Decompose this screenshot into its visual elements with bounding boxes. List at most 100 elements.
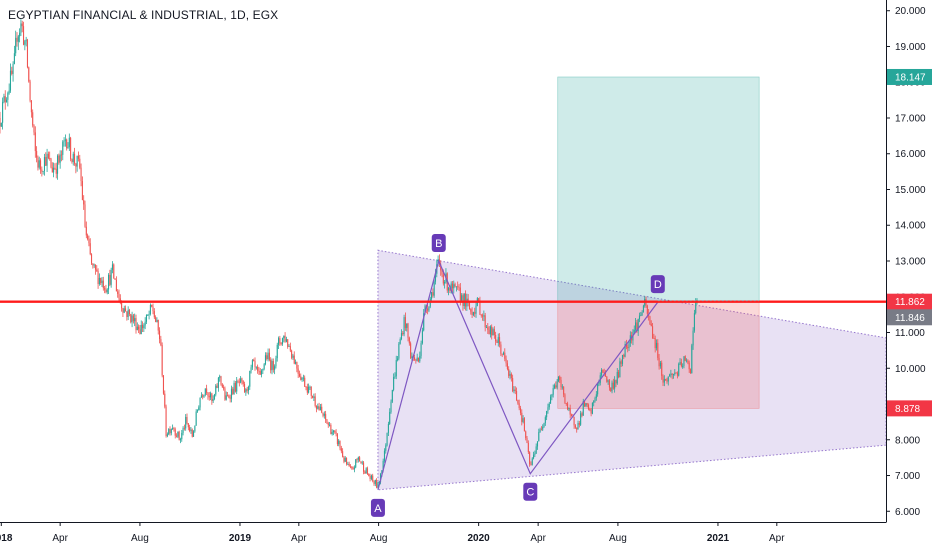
candle-body-7 (8, 90, 10, 93)
candle-body-239 (312, 395, 314, 398)
candle-body-307 (400, 333, 403, 340)
candle-body-479 (625, 344, 627, 348)
candle-body-463 (604, 373, 607, 377)
candle-body-65 (84, 204, 86, 227)
candle-body-284 (370, 475, 372, 479)
candle-body-44 (56, 155, 59, 174)
candle-body-508 (663, 379, 665, 383)
candle-body-39 (50, 158, 52, 168)
candle-body-178 (232, 388, 234, 394)
candle-body-262 (342, 451, 344, 457)
candle-body-182 (237, 380, 239, 382)
candle-body-96 (124, 308, 127, 312)
candle-body-161 (209, 393, 212, 398)
candle-body-253 (330, 424, 332, 435)
candle-body-527 (688, 362, 690, 370)
candle-body-47 (60, 154, 63, 156)
candle-body-151 (196, 410, 199, 412)
candle-body-61 (79, 158, 81, 168)
candle-body-240 (313, 396, 315, 398)
candle-body-120 (156, 319, 158, 322)
candle-body-300 (391, 389, 393, 402)
candle-body-187 (243, 383, 246, 393)
candle-body-48 (62, 141, 64, 155)
candle-body-73 (94, 264, 97, 270)
candle-body-313 (408, 337, 410, 344)
candle-body-519 (678, 363, 680, 376)
candle-body-400 (522, 418, 524, 422)
candle-body-210 (274, 366, 276, 370)
candle-body-235 (306, 386, 308, 393)
candle-body-292 (381, 470, 383, 475)
candle-body-333 (434, 273, 437, 282)
pattern-label-c: C (523, 482, 538, 501)
candle-body-347 (453, 284, 455, 289)
candle-body-28 (36, 151, 38, 158)
candle-body-85 (110, 269, 112, 285)
candle-body-399 (521, 412, 523, 422)
candle-body-41 (53, 167, 55, 173)
candle-body-45 (58, 155, 60, 163)
y-tick-label-14: 20.000 (895, 6, 926, 17)
candle-body-348 (454, 284, 456, 287)
candle-body-229 (298, 373, 301, 377)
candle-body-416 (543, 423, 545, 427)
candle-body-188 (245, 389, 247, 393)
candle-body-286 (373, 481, 375, 484)
candle-body-414 (540, 429, 542, 431)
candle-body-132 (172, 427, 174, 430)
candle-body-417 (544, 417, 546, 424)
candle-body-405 (529, 452, 531, 465)
candle-body-204 (266, 355, 268, 360)
candle-body-325 (424, 305, 426, 314)
candle-body-305 (398, 343, 400, 359)
candle-body-428 (559, 376, 561, 380)
candle-body-441 (576, 427, 578, 430)
candle-body-283 (369, 476, 371, 479)
candle-body-130 (169, 428, 171, 434)
candle-body-298 (389, 411, 391, 424)
candle-body-1 (0, 122, 2, 127)
candle-body-109 (141, 324, 144, 329)
candle-body-168 (219, 376, 221, 378)
candle-body-121 (157, 319, 159, 331)
candle-body-382 (499, 337, 501, 345)
candle-body-352 (459, 287, 461, 302)
candle-body-314 (410, 343, 412, 358)
candle-body-364 (475, 305, 477, 314)
candle-body-251 (327, 423, 329, 426)
candle-body-318 (415, 359, 417, 361)
candle-body-467 (610, 387, 612, 392)
candle-body-264 (344, 457, 346, 462)
candle-body-97 (126, 311, 128, 317)
last-price-badge-bg (887, 309, 932, 326)
candle-body-192 (250, 367, 252, 371)
candle-body-23 (29, 81, 31, 101)
candle-body-380 (496, 341, 498, 343)
candle-body-25 (32, 112, 34, 126)
candle-body-429 (560, 379, 562, 388)
candle-body-72 (93, 264, 95, 266)
pattern-label-bg-a (370, 498, 385, 517)
candle-body-512 (669, 374, 671, 377)
candle-body-18 (22, 26, 25, 45)
candle-body-355 (463, 293, 465, 306)
candle-body-524 (684, 356, 686, 361)
candle-body-105 (136, 326, 138, 331)
y-tick-label-8: 14.000 (895, 221, 926, 232)
candle-body-241 (314, 396, 316, 406)
candle-body-518 (676, 372, 678, 376)
candle-body-256 (334, 430, 336, 433)
candle-body-353 (461, 295, 463, 302)
candle-body-495 (646, 305, 648, 314)
candle-body-216 (281, 338, 284, 345)
candle-body-269 (351, 467, 353, 469)
candle-body-320 (417, 357, 420, 362)
candle-body-52 (67, 147, 69, 149)
candle-body-274 (357, 457, 359, 460)
candle-body-510 (666, 380, 668, 382)
candle-body-427 (557, 376, 559, 382)
candle-body-278 (363, 462, 365, 472)
y-tick-label-7: 13.000 (895, 257, 926, 268)
